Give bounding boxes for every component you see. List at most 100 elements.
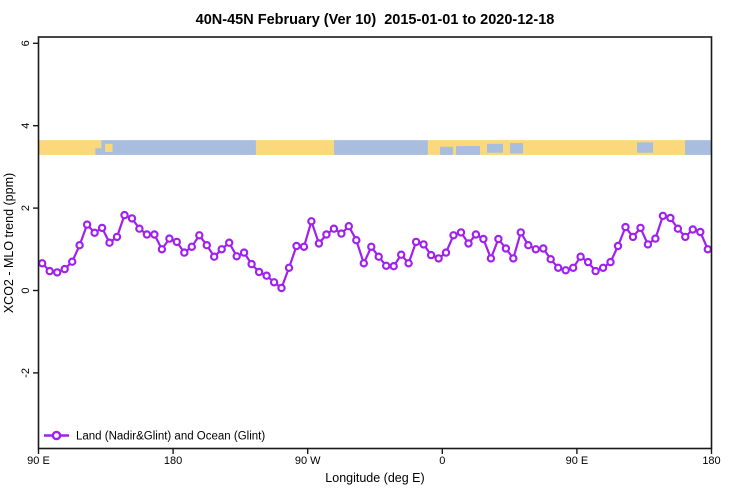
data-point-marker xyxy=(576,252,585,261)
data-point-marker xyxy=(284,263,294,272)
data-point-marker xyxy=(509,254,518,263)
data-point-marker xyxy=(628,232,638,242)
data-point-marker xyxy=(397,250,406,259)
data-point-marker xyxy=(337,229,346,238)
axes: 90 E 180 90 W 0 90 E 180 6 4 2 0 -2 xyxy=(20,40,721,467)
map-band-ocean-segment xyxy=(510,143,524,154)
data-point-marker xyxy=(202,240,211,250)
data-point-marker xyxy=(142,230,152,239)
data-point-marker xyxy=(643,240,653,249)
data-point-marker xyxy=(426,250,436,260)
data-point-marker xyxy=(382,261,391,270)
data-point-marker xyxy=(299,242,309,251)
data-point-marker xyxy=(277,283,286,293)
data-point-marker xyxy=(187,242,196,251)
data-point-marker xyxy=(449,231,458,240)
data-point-marker xyxy=(292,241,301,251)
data-point-marker xyxy=(673,224,683,233)
data-point-marker xyxy=(441,248,451,257)
x-tick-label: 90 E xyxy=(566,455,589,467)
data-point-marker xyxy=(434,254,443,263)
data-point-marker xyxy=(539,244,548,253)
data-point-marker xyxy=(314,239,324,248)
legend-label: Land (Nadir&Glint) and Ocean (Glint) xyxy=(76,431,265,443)
x-tick-label: 90 E xyxy=(27,455,50,467)
data-point-marker xyxy=(217,245,226,254)
data-point-marker xyxy=(352,235,361,245)
map-band-ocean-segment xyxy=(101,140,256,155)
data-point-marker xyxy=(269,278,279,287)
data-point-marker xyxy=(479,234,488,244)
data-point-marker xyxy=(569,263,578,272)
data-point-marker xyxy=(165,234,174,243)
data-series-line xyxy=(38,210,713,293)
y-axis-title: XCO2 - MLO trend (ppm) xyxy=(2,173,16,313)
data-point-marker xyxy=(471,230,481,239)
data-point-marker xyxy=(374,252,383,261)
data-point-marker xyxy=(651,234,660,243)
x-axis-title: Longitude (deg E) xyxy=(325,471,424,485)
data-point-marker xyxy=(90,228,99,237)
data-point-marker xyxy=(531,245,541,254)
land-ocean-map-band xyxy=(38,140,712,155)
map-band-land-segment xyxy=(38,140,102,155)
data-point-marker xyxy=(322,230,331,239)
data-point-marker xyxy=(120,210,129,220)
data-point-marker xyxy=(636,223,645,233)
data-point-marker xyxy=(97,223,107,233)
map-band-ocean-segment xyxy=(95,148,102,155)
map-band-ocean-segment xyxy=(685,140,712,155)
data-point-marker xyxy=(389,262,398,271)
map-band-ocean-segment xyxy=(440,146,454,155)
data-point-marker xyxy=(105,238,114,247)
legend-marker-icon xyxy=(51,430,62,441)
data-point-marker xyxy=(404,259,413,268)
data-point-marker xyxy=(681,232,690,242)
data-point-marker xyxy=(411,237,421,247)
map-band-ocean-segment xyxy=(456,146,480,155)
x-tick-label: 180 xyxy=(164,455,182,467)
data-point-marker xyxy=(254,267,264,277)
data-point-marker xyxy=(688,225,698,234)
plot-border xyxy=(37,36,713,450)
data-point-marker xyxy=(658,211,668,221)
data-point-marker xyxy=(516,228,526,237)
x-tick-label: 180 xyxy=(702,455,720,467)
data-point-marker xyxy=(344,221,353,231)
data-point-marker xyxy=(583,257,593,267)
data-point-marker xyxy=(60,264,69,274)
data-point-marker xyxy=(75,240,84,250)
data-point-marker xyxy=(157,245,167,254)
data-point-marker xyxy=(180,248,189,257)
data-point-marker xyxy=(150,230,159,239)
y-tick-label: 2 xyxy=(20,205,32,211)
data-point-marker xyxy=(494,234,503,244)
data-point-marker xyxy=(598,263,608,272)
y-tick-label: 0 xyxy=(20,287,32,293)
map-band-ocean-segment xyxy=(637,142,654,153)
chart-title: 40N-45N February (Ver 10) 2015-01-01 to … xyxy=(196,12,555,28)
data-point-marker xyxy=(247,259,256,269)
legend: Land (Nadir&Glint) and Ocean (Glint) xyxy=(44,431,265,443)
data-point-marker xyxy=(195,231,204,240)
data-point-marker xyxy=(613,241,623,251)
data-point-marker xyxy=(666,213,675,223)
data-point-marker xyxy=(82,220,92,229)
x-tick-label: 0 xyxy=(439,455,445,467)
data-point-marker xyxy=(172,237,181,247)
data-point-marker xyxy=(127,214,137,223)
data-point-marker xyxy=(329,224,339,233)
data-point-marker xyxy=(135,224,144,233)
data-point-marker xyxy=(239,248,249,257)
data-point-marker xyxy=(501,244,511,253)
data-point-marker xyxy=(419,240,428,249)
data-point-marker xyxy=(53,268,62,277)
map-band-land-segment xyxy=(255,140,335,155)
data-point-marker xyxy=(67,257,77,266)
y-tick-label: 6 xyxy=(20,40,32,46)
data-point-marker xyxy=(546,255,555,264)
data-point-marker xyxy=(209,252,219,261)
data-point-marker xyxy=(703,245,713,254)
x-tick-label: 90 W xyxy=(295,455,321,467)
